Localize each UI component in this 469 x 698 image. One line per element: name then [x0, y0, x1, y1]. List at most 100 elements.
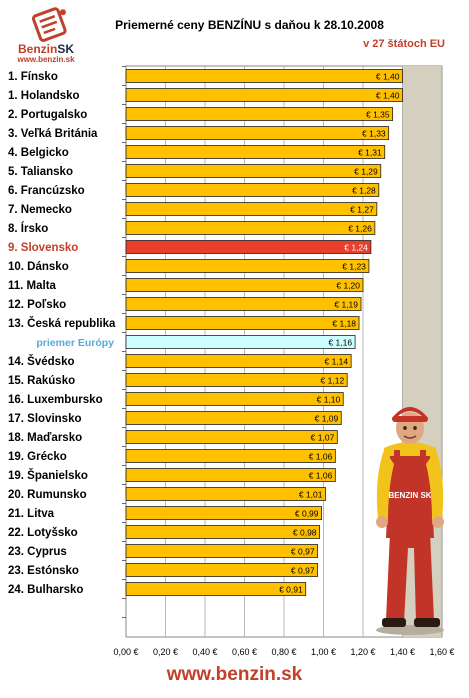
bar[interactable]: [125, 544, 318, 558]
value-label: € 1,01: [299, 490, 323, 500]
category-label: 17. Slovinsko: [8, 413, 82, 425]
value-label: € 1,12: [321, 376, 345, 386]
value-label: € 1,28: [352, 186, 376, 196]
bar[interactable]: [125, 259, 370, 273]
value-label: € 1,18: [332, 319, 356, 329]
x-tick-label: 1,20 €: [350, 647, 375, 657]
value-label: € 1,07: [311, 433, 335, 443]
category-label: 24. Bulharsko: [8, 584, 83, 596]
bar[interactable]: [125, 449, 336, 463]
value-label: € 1,23: [342, 262, 366, 272]
category-label: 23. Estónsko: [8, 565, 79, 577]
value-label: € 1,24: [344, 243, 368, 253]
category-label: 8. Írsko: [8, 222, 48, 235]
bar[interactable]: [125, 221, 376, 235]
chart-title: Priemerné ceny BENZÍNU s daňou k 28.10.2…: [115, 18, 384, 32]
category-label: 11. Malta: [8, 280, 57, 292]
category-label: 16. Luxembursko: [8, 394, 103, 406]
value-label: € 0,97: [291, 566, 315, 576]
bar[interactable]: [125, 126, 390, 140]
value-label: € 0,99: [295, 509, 319, 519]
brand-logo[interactable]: BenzinSK: [6, 6, 86, 66]
value-label: € 1,40: [376, 72, 400, 82]
category-label: 1. Holandsko: [8, 90, 80, 102]
x-tick-label: 1,60 €: [429, 647, 454, 657]
bar[interactable]: [125, 373, 348, 387]
category-label: 2. Portugalsko: [8, 109, 87, 121]
value-label: € 1,20: [336, 281, 360, 291]
bar[interactable]: [125, 297, 362, 311]
bar[interactable]: [125, 88, 403, 102]
fuel-pump-icon: [31, 7, 67, 42]
value-label: € 1,19: [334, 300, 358, 310]
category-label: 3. Veľká Británia: [8, 128, 98, 140]
category-label: priemer Európy: [36, 337, 114, 349]
bar[interactable]: [125, 582, 307, 596]
value-label: € 1,26: [348, 224, 372, 234]
bar[interactable]: [125, 164, 382, 178]
category-label: 7. Nemecko: [8, 204, 72, 216]
category-label: 12. Poľsko: [8, 299, 66, 311]
bar[interactable]: [125, 240, 372, 254]
x-tick-label: 0,20 €: [153, 647, 178, 657]
value-label: € 1,06: [309, 471, 333, 481]
bar[interactable]: [125, 563, 318, 577]
bar[interactable]: [125, 335, 356, 349]
value-label: € 1,16: [328, 338, 352, 348]
x-tick-label: 0,00 €: [113, 647, 138, 657]
bar[interactable]: [125, 525, 320, 539]
value-label: € 0,97: [291, 547, 315, 557]
category-label: 10. Dánsko: [8, 261, 69, 273]
logo-url[interactable]: www.benzin.sk: [17, 55, 75, 64]
mascot-figure: BENZIN SK: [376, 407, 444, 635]
category-label: 22. Lotyšsko: [8, 527, 78, 539]
value-label: € 1,27: [350, 205, 374, 215]
bar[interactable]: [125, 202, 378, 216]
value-label: € 1,06: [309, 452, 333, 462]
mascot-label: BENZIN SK: [388, 491, 431, 500]
value-label: € 1,40: [376, 91, 400, 101]
bar[interactable]: [125, 411, 342, 425]
category-label: 21. Litva: [8, 508, 55, 520]
category-label: 19. Španielsko: [8, 469, 88, 482]
bar[interactable]: [125, 69, 403, 83]
category-label: 1. Fínsko: [8, 71, 58, 83]
value-label: € 1,35: [366, 110, 390, 120]
value-label: € 1,09: [315, 414, 339, 424]
bar[interactable]: [125, 278, 364, 292]
category-label: 5. Taliansko: [8, 166, 73, 178]
bar[interactable]: [125, 468, 336, 482]
category-label: 6. Francúzsko: [8, 185, 85, 197]
bar[interactable]: [125, 392, 344, 406]
category-label: 18. Maďarsko: [8, 432, 82, 444]
footer-url[interactable]: www.benzin.sk: [166, 664, 303, 685]
value-label: € 0,98: [293, 528, 317, 538]
bar[interactable]: [125, 183, 380, 197]
value-label: € 1,33: [362, 129, 386, 139]
category-label: 14. Švédsko: [8, 355, 74, 368]
value-label: € 1,14: [325, 357, 349, 367]
x-tick-label: 0,60 €: [232, 647, 257, 657]
bar[interactable]: [125, 145, 386, 159]
x-tick-label: 1,40 €: [390, 647, 415, 657]
bar[interactable]: [125, 107, 394, 121]
value-label: € 1,10: [317, 395, 341, 405]
x-tick-label: 1,00 €: [311, 647, 336, 657]
bar[interactable]: [125, 487, 326, 501]
category-label: 4. Belgicko: [8, 147, 69, 159]
chart-subtitle: v 27 štátoch EU: [363, 38, 445, 50]
value-label: € 1,31: [358, 148, 382, 158]
category-label: 9. Slovensko: [8, 242, 78, 254]
category-label: 15. Rakúsko: [8, 375, 75, 387]
logo-text-benzin: Benzin: [17, 42, 58, 56]
bar[interactable]: [125, 316, 360, 330]
category-label: 13. Česká republika: [8, 317, 116, 330]
bar[interactable]: [125, 354, 352, 368]
category-label: 20. Rumunsko: [8, 489, 87, 501]
value-label: € 1,29: [354, 167, 378, 177]
bar[interactable]: [125, 430, 338, 444]
bar[interactable]: [125, 506, 322, 520]
x-tick-label: 0,40 €: [192, 647, 217, 657]
